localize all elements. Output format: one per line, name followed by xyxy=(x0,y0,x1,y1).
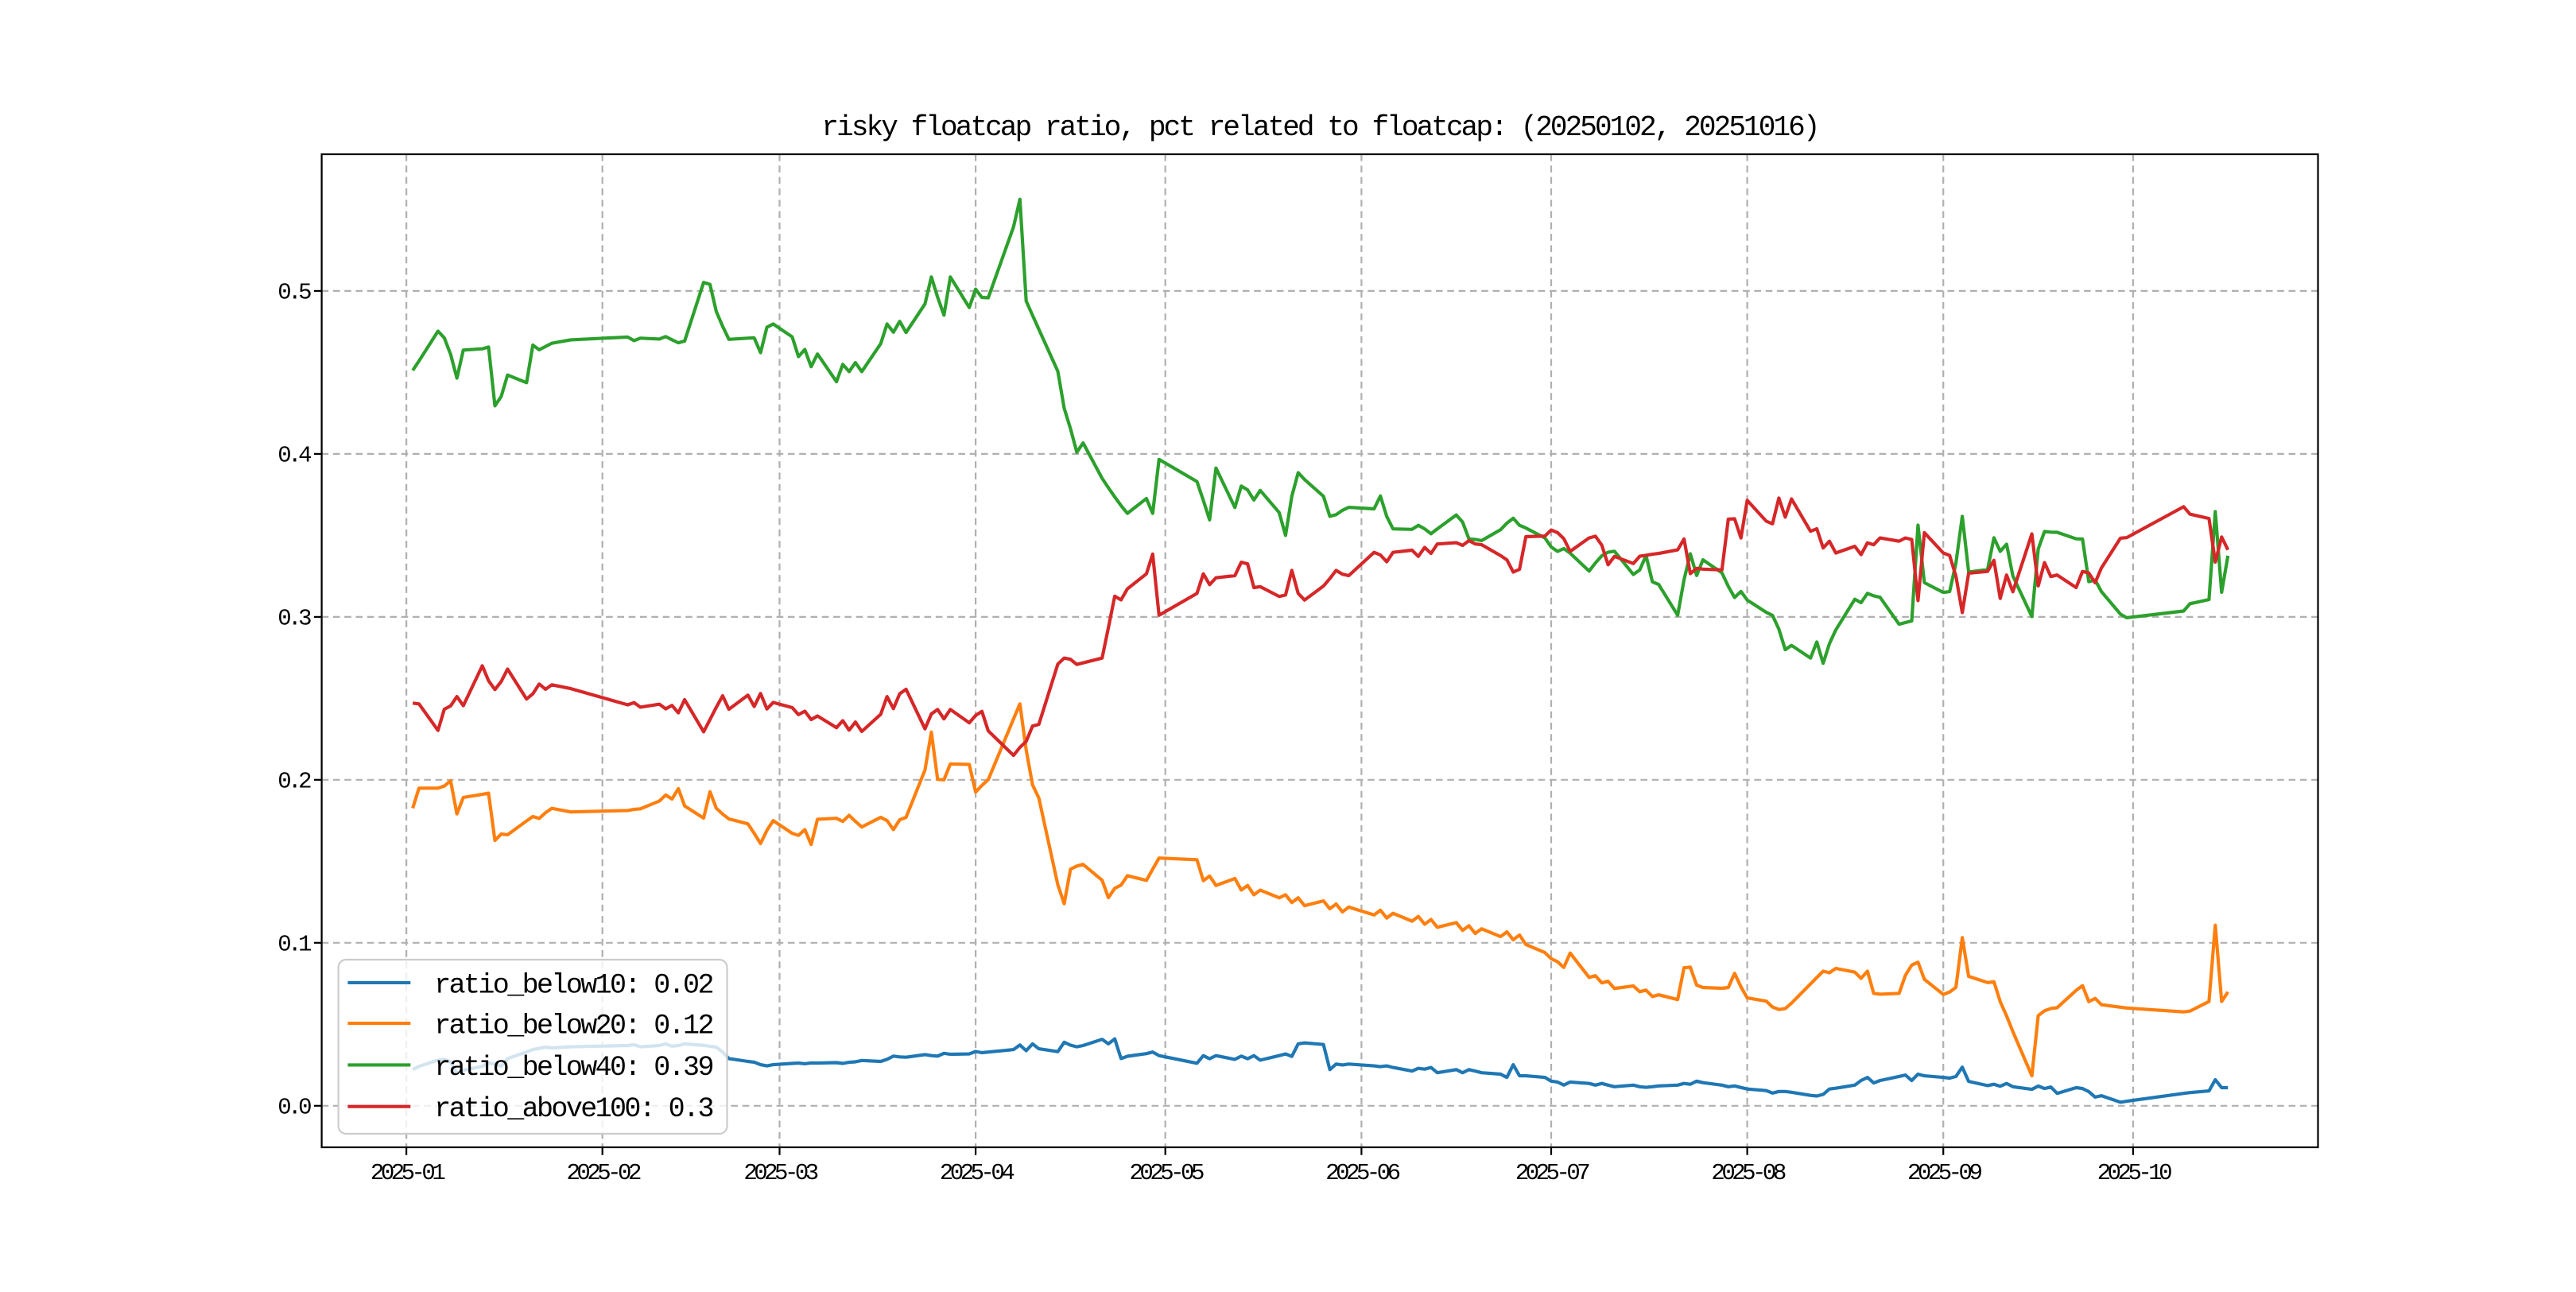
svg-text:0.0: 0.0 xyxy=(277,1094,311,1120)
svg-text:0.1: 0.1 xyxy=(277,931,311,957)
svg-text:2025-02: 2025-02 xyxy=(567,1160,641,1186)
svg-text:ratio_above100: 0.3: ratio_above100: 0.3 xyxy=(434,1093,712,1125)
svg-text:2025-03: 2025-03 xyxy=(743,1160,817,1186)
svg-text:2025-09: 2025-09 xyxy=(1907,1160,1981,1186)
svg-text:ratio_below10: 0.02: ratio_below10: 0.02 xyxy=(434,969,712,1001)
svg-text:2025-06: 2025-06 xyxy=(1325,1160,1399,1186)
svg-text:0.3: 0.3 xyxy=(277,605,311,631)
svg-text:2025-07: 2025-07 xyxy=(1515,1160,1589,1186)
svg-text:2025-05: 2025-05 xyxy=(1130,1160,1204,1186)
svg-text:0.4: 0.4 xyxy=(277,442,311,468)
svg-text:ratio_below40: 0.39: ratio_below40: 0.39 xyxy=(434,1052,712,1084)
svg-text:2025-08: 2025-08 xyxy=(1711,1160,1785,1186)
svg-text:risky floatcap ratio, pct rela: risky floatcap ratio, pct related to flo… xyxy=(821,111,1818,144)
svg-text:ratio_below20: 0.12: ratio_below20: 0.12 xyxy=(434,1011,712,1042)
svg-text:0.5: 0.5 xyxy=(277,279,311,305)
svg-text:2025-04: 2025-04 xyxy=(940,1160,1014,1186)
svg-text:0.2: 0.2 xyxy=(277,768,311,794)
svg-text:2025-01: 2025-01 xyxy=(370,1160,444,1186)
svg-text:2025-10: 2025-10 xyxy=(2097,1160,2171,1186)
